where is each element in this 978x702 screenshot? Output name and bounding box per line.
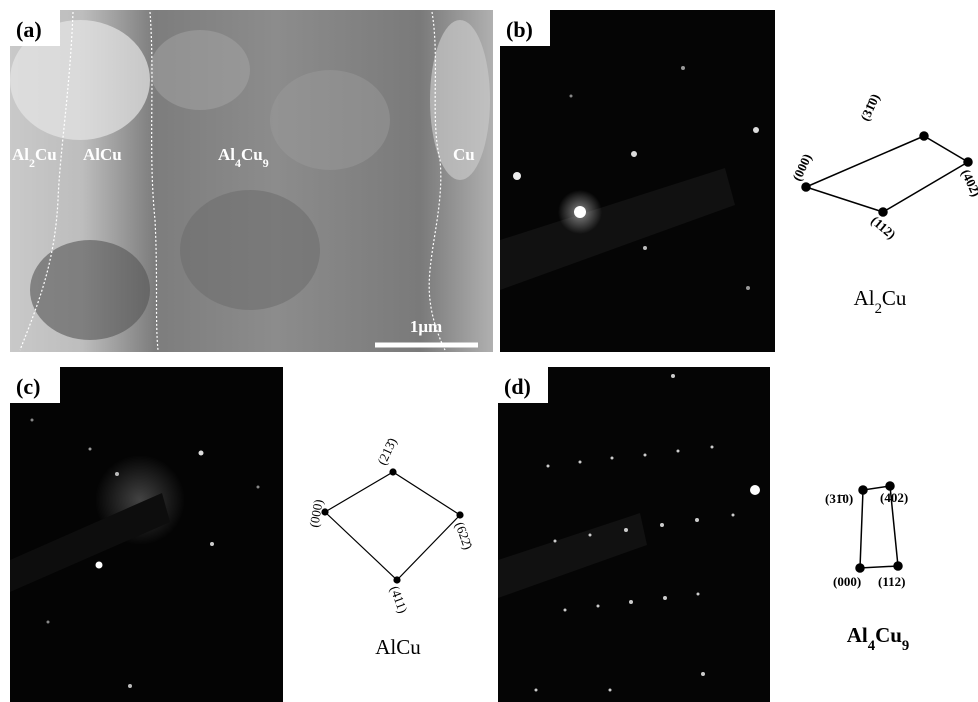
subscript: 9 — [263, 156, 269, 170]
schematic-c — [322, 469, 463, 583]
spot-label: (411) — [387, 584, 411, 615]
panel-label: (a) — [16, 17, 42, 42]
spot-label: (112) — [878, 574, 905, 589]
micrograph-a — [10, 10, 493, 352]
spot-label: (402̄) — [958, 167, 978, 199]
text-part: Al — [847, 623, 868, 647]
phase-label: AlCu — [83, 145, 122, 164]
text-part: Al — [218, 145, 235, 164]
phase-title: AlCu — [375, 635, 421, 659]
spot-label: (402) — [880, 490, 908, 505]
text-part: AlCu — [375, 635, 421, 659]
text-part: AlCu — [83, 145, 122, 164]
text-part: Cu — [241, 145, 263, 164]
diffraction-b — [500, 10, 775, 352]
text-part: Cu — [882, 286, 907, 310]
spot-label: (000) — [833, 574, 861, 589]
spot-label: (31̄0) — [857, 91, 883, 123]
text-part: Al — [854, 286, 875, 310]
text-part: Cu — [875, 623, 902, 647]
text-part: Cu — [453, 145, 475, 164]
scale-bar-label: 1μm — [410, 317, 442, 336]
panel-label: (d) — [504, 374, 531, 399]
phase-title: Al2Cu — [854, 286, 907, 317]
subscript: 9 — [902, 638, 909, 654]
spot-label: (112) — [868, 213, 899, 242]
text-part: Al — [12, 145, 29, 164]
spot-label: (31̄0) — [825, 491, 853, 506]
spot-label: (622̄) — [452, 520, 476, 552]
spot-label: (000) — [789, 151, 815, 183]
panel-label: (b) — [506, 17, 533, 42]
schematic-b — [802, 132, 972, 216]
spot-label: (000) — [306, 498, 326, 528]
panel-label: (c) — [16, 374, 40, 399]
text-part: Cu — [35, 145, 57, 164]
phase-title: Al4Cu9 — [847, 623, 910, 654]
diffraction-d — [498, 367, 770, 702]
figure: (a) Al2Cu AlCu Al4Cu9 Cu 1μm (b) (000) (… — [0, 0, 978, 702]
phase-label: Cu — [453, 145, 475, 164]
spot-label: (213̄) — [374, 435, 400, 467]
diffraction-c — [10, 367, 283, 702]
subscript: 2 — [875, 301, 882, 317]
